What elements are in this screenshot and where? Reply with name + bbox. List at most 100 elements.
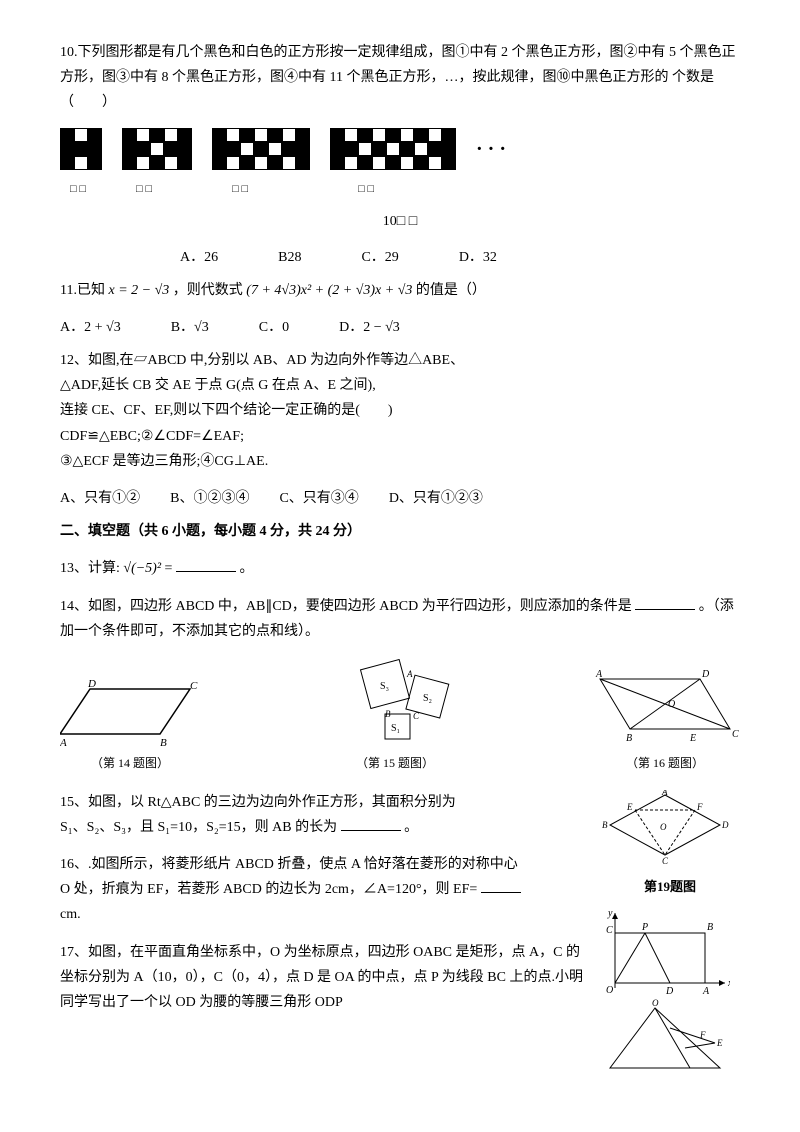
svg-text:P: P bbox=[641, 922, 648, 933]
svg-text:A: A bbox=[60, 737, 67, 749]
q11-expr2: (7 + 4√3)x² + (2 + √3)x + √3 bbox=[246, 283, 412, 298]
svg-text:E: E bbox=[716, 1038, 723, 1048]
question-14: 14、如图，四边形 ABCD 中，AB∥CD，要使四边形 ABCD 为平行四边形… bbox=[60, 594, 740, 644]
svg-text:D: D bbox=[721, 820, 729, 830]
opt-d: D．2 − √3 bbox=[339, 315, 400, 340]
svg-text:C: C bbox=[606, 925, 613, 936]
svg-text:D: D bbox=[87, 679, 96, 690]
svg-text:S₃: S₃ bbox=[380, 681, 389, 692]
triangle-icon: O E F bbox=[600, 998, 730, 1078]
svg-text:A: A bbox=[661, 790, 668, 797]
svg-text:D: D bbox=[665, 986, 674, 997]
q11-prefix: 11.已知 bbox=[60, 283, 105, 298]
figure-16: A D B E C O （第 16 题图） bbox=[590, 669, 740, 775]
q13-eq: = bbox=[165, 561, 173, 576]
blank-13 bbox=[176, 557, 236, 572]
opt-b: B28 bbox=[278, 245, 301, 270]
svg-text:F: F bbox=[699, 1030, 706, 1040]
label-2: □ □ bbox=[136, 180, 152, 200]
pattern-2 bbox=[122, 128, 192, 170]
question-13: 13、计算: √(−5)² = 。 bbox=[60, 556, 740, 581]
pattern-3 bbox=[212, 128, 310, 170]
opt-b: B．√3 bbox=[171, 315, 209, 340]
question-12: 12、如图,在▱ABCD 中,分别以 AB、AD 为边向外作等边△ABE、 △A… bbox=[60, 348, 740, 474]
q11-suffix: 的值是（） bbox=[416, 283, 486, 298]
svg-text:B: B bbox=[707, 922, 713, 933]
q12-l1: 12、如图,在▱ABCD 中,分别以 AB、AD 为边向外作等边△ABE、 bbox=[60, 348, 740, 373]
blank-15 bbox=[341, 816, 401, 831]
svg-text:O: O bbox=[652, 998, 659, 1008]
fold-icon: A D B E C O bbox=[590, 669, 740, 749]
figure-15: S₃ S₂ S₁ A B C （第 15 题图） bbox=[335, 659, 455, 775]
svg-text:x: x bbox=[727, 978, 730, 989]
svg-text:S₂: S₂ bbox=[423, 693, 432, 704]
ellipsis: · · · bbox=[476, 131, 506, 167]
pattern-row: · · · bbox=[60, 128, 740, 170]
q12-l4: CDF≌△EBC;②∠CDF=∠EAF; bbox=[60, 424, 740, 449]
q13-expr: √(−5)² bbox=[123, 561, 161, 576]
q12-l2: △ADF,延长 CB 交 AE 于点 G(点 G 在点 A、E 之间), bbox=[60, 373, 740, 398]
section-2-header: 二、填空题（共 6 小题，每小题 4 分，共 24 分） bbox=[60, 519, 740, 544]
opt-c: C．29 bbox=[361, 245, 398, 270]
q11-expr1: x = 2 − √3 bbox=[108, 283, 169, 298]
svg-text:B: B bbox=[602, 820, 608, 830]
svg-text:A: A bbox=[595, 669, 603, 680]
q14-text: 14、如图，四边形 ABCD 中，AB∥CD，要使四边形 ABCD 为平行四边形… bbox=[60, 599, 632, 614]
svg-text:F: F bbox=[696, 802, 703, 812]
question-11: 11.已知 x = 2 − √3 ，则代数式 (7 + 4√3)x² + (2 … bbox=[60, 278, 740, 303]
svg-text:O: O bbox=[668, 699, 675, 710]
q17-l1: 17、如图，在平面直角坐标系中，O 为坐标原点，四边形 OABC 是矩形，点 A… bbox=[60, 945, 583, 1010]
pattern-labels: □ □ □ □ □ □ □ □ bbox=[70, 180, 740, 200]
label-3: □ □ bbox=[232, 180, 248, 200]
svg-text:C: C bbox=[190, 680, 198, 692]
squares-icon: S₃ S₂ S₁ A B C bbox=[335, 659, 455, 749]
svg-text:A: A bbox=[406, 669, 413, 679]
pattern-4 bbox=[330, 128, 456, 170]
opt-d: D、只有①②③ bbox=[389, 486, 483, 511]
q11-mid: ，则代数式 bbox=[173, 283, 243, 298]
opt-d: D．32 bbox=[459, 245, 497, 270]
q13-prefix: 13、计算: bbox=[60, 561, 120, 576]
rhombus-icon: A E F B D C O bbox=[600, 790, 730, 865]
figures-row: D C A B （第 14 题图） S₃ S₂ S₁ A B C （第 15 题… bbox=[60, 659, 740, 775]
caption-16: （第 16 题图） bbox=[590, 753, 740, 775]
q15-l2: S₁、S₂、S₃，且 S₁=10，S₂=15，则 AB 的长为 bbox=[60, 820, 337, 835]
label-1: □ □ bbox=[70, 180, 86, 200]
parallelogram-icon: D C A B bbox=[60, 679, 200, 749]
blank-14 bbox=[635, 595, 695, 610]
q12-l5: ③△ECF 是等边三角形;④CG⊥AE. bbox=[60, 449, 740, 474]
caption-14: （第 14 题图） bbox=[60, 753, 200, 775]
fig19-caption: 第19题图 bbox=[600, 875, 740, 898]
q10-caption: 10□ □ bbox=[60, 209, 740, 234]
svg-text:O: O bbox=[606, 985, 613, 996]
opt-a: A．26 bbox=[180, 245, 218, 270]
svg-text:B: B bbox=[385, 709, 391, 719]
svg-text:B: B bbox=[626, 733, 632, 744]
opt-c: C、只有③④ bbox=[279, 486, 358, 511]
opt-a: A、只有①② bbox=[60, 486, 140, 511]
svg-text:S₁: S₁ bbox=[391, 723, 400, 734]
svg-text:E: E bbox=[689, 733, 696, 744]
coord-icon: x y O C P B D A bbox=[600, 908, 730, 998]
q15-end: 。 bbox=[404, 820, 418, 835]
svg-text:O: O bbox=[660, 822, 667, 832]
q12-l3: 连接 CE、CF、EF,则以下四个结论一定正确的是( ) bbox=[60, 398, 740, 423]
svg-text:C: C bbox=[413, 711, 420, 721]
q13-end: 。 bbox=[239, 561, 253, 576]
opt-c: C．0 bbox=[259, 315, 289, 340]
svg-text:y: y bbox=[607, 908, 613, 919]
svg-text:E: E bbox=[626, 802, 633, 812]
svg-text:D: D bbox=[701, 669, 710, 680]
opt-b: B、①②③④ bbox=[170, 486, 249, 511]
right-figures: A E F B D C O 第19题图 x y O C P B D A O E … bbox=[600, 790, 740, 1078]
svg-text:C: C bbox=[662, 856, 669, 865]
opt-a: A．2 + √3 bbox=[60, 315, 121, 340]
svg-text:A: A bbox=[702, 986, 710, 997]
pattern-1 bbox=[60, 128, 102, 170]
caption-15: （第 15 题图） bbox=[335, 753, 455, 775]
q12-options: A、只有①② B、①②③④ C、只有③④ D、只有①②③ bbox=[60, 486, 740, 511]
svg-text:C: C bbox=[732, 729, 739, 740]
q10-options: A．26 B28 C．29 D．32 bbox=[180, 245, 740, 270]
q16-l2: O 处，折痕为 EF，若菱形 ABCD 的边长为 2cm，∠A=120°，则 E… bbox=[60, 882, 477, 897]
svg-text:B: B bbox=[160, 737, 167, 749]
